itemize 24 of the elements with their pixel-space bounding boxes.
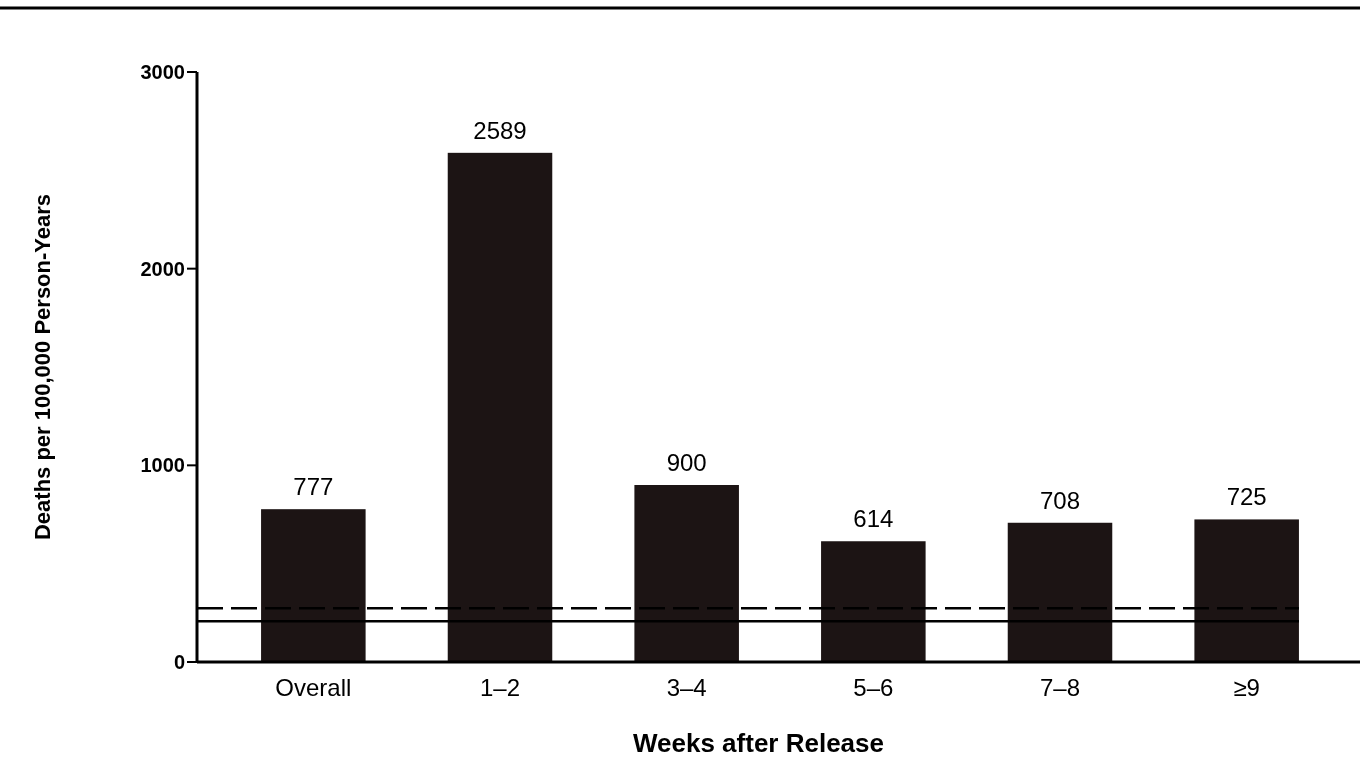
y-axis-title: Deaths per 100,000 Person-Years bbox=[30, 193, 55, 541]
data-label: 900 bbox=[666, 449, 707, 476]
y-tick-label: 0 bbox=[173, 651, 185, 673]
bar bbox=[261, 509, 366, 662]
bar bbox=[821, 541, 926, 662]
data-label: 708 bbox=[1039, 486, 1081, 514]
x-tick-label: 7–8 bbox=[1039, 674, 1081, 701]
bar bbox=[634, 485, 739, 662]
data-label: 777 bbox=[293, 473, 334, 501]
y-tick-label: 1000 bbox=[140, 454, 185, 477]
bar bbox=[1194, 519, 1299, 662]
x-tick-label: 5–6 bbox=[853, 674, 894, 701]
x-tick-label: Overall bbox=[275, 674, 352, 701]
bar bbox=[1007, 522, 1113, 662]
bar bbox=[447, 152, 553, 662]
y-tick-label: 3000 bbox=[140, 61, 185, 83]
x-tick-label: ≥9 bbox=[1233, 674, 1260, 701]
x-tick-label: 1–2 bbox=[479, 674, 521, 701]
data-label: 2589 bbox=[473, 116, 527, 144]
data-label: 614 bbox=[853, 505, 894, 533]
y-tick-label: 2000 bbox=[140, 257, 185, 280]
x-tick-label: 3–4 bbox=[666, 674, 707, 701]
data-label: 725 bbox=[1226, 483, 1267, 511]
x-axis-title: Weeks after Release bbox=[632, 728, 885, 758]
